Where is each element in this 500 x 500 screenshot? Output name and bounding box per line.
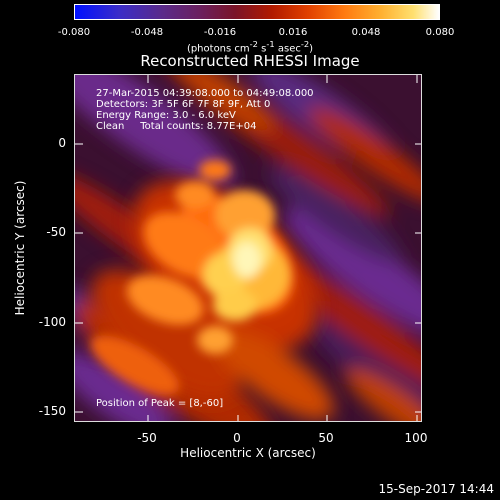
x-tick-label: 0 [233, 431, 241, 445]
generated-timestamp: 15-Sep-2017 14:44 [378, 482, 494, 496]
x-tick-label: 100 [404, 431, 428, 445]
info-energy-range: Energy Range: 3.0 - 6.0 keV [96, 110, 236, 121]
colorbar-tick: 0.080 [425, 27, 455, 38]
colorbar-unit-label: (photons cm-2 s-1 asec-2) [186, 39, 314, 55]
rhessi-image [74, 74, 422, 422]
colorbar-tick: -0.016 [203, 27, 237, 38]
peak-position-label: Position of Peak = [8,-60] [96, 398, 224, 409]
rhessi-image-map [75, 75, 421, 421]
info-clean-counts: Clean Total counts: 8.77E+04 [96, 121, 257, 132]
colorbar-tick: 0.048 [351, 27, 381, 38]
colorbar-tick: 0.016 [278, 27, 308, 38]
colorbar-gradient [74, 4, 440, 20]
x-tick-label: 50 [318, 431, 334, 445]
info-detectors: Detectors: 3F 5F 6F 7F 8F 9F, Att 0 [96, 99, 271, 110]
plot-title: Reconstructed RHESSI Image [140, 52, 360, 70]
y-tick-label: -100 [38, 315, 66, 329]
colorbar [74, 4, 440, 20]
x-tick-label: -50 [137, 431, 157, 445]
y-tick-label: -150 [38, 404, 66, 418]
observation-info: 27-Mar-2015 04:39:08.000 to 04:49:08.000… [96, 88, 314, 132]
y-tick-label: -50 [46, 225, 66, 239]
colorbar-tick: -0.080 [57, 27, 91, 38]
plot-ticks [75, 75, 421, 421]
x-axis-label: Heliocentric X (arcsec) [180, 446, 316, 460]
colorbar-tick: -0.048 [130, 27, 164, 38]
y-axis-label: Heliocentric Y (arcsec) [13, 180, 27, 316]
y-tick-label: 0 [58, 136, 66, 150]
info-time-range: 27-Mar-2015 04:39:08.000 to 04:49:08.000 [96, 88, 314, 99]
